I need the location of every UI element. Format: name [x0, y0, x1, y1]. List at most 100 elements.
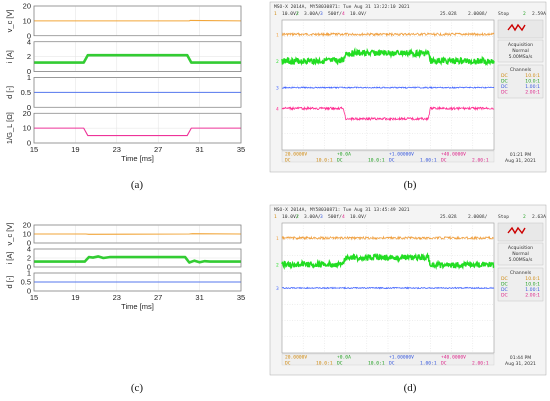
keysight-logo-icon: [507, 23, 526, 32]
scope-footer: [281, 150, 495, 163]
y-tick-label: 10: [23, 16, 31, 25]
caption-c: (c): [131, 382, 144, 394]
x-tick-label: 23: [113, 293, 121, 302]
scope-setting: 10.0V/: [282, 11, 299, 17]
scope-setting: 1: [274, 214, 277, 220]
x-axis-label: Time [ms]: [121, 302, 154, 311]
footer-value: DC: [389, 158, 395, 164]
footer-value: 20.0000V: [285, 152, 307, 158]
series-line: [34, 255, 241, 264]
scope-setting: 500f/: [328, 214, 342, 220]
y-axis-label: i [A]: [5, 50, 14, 63]
x-axis-label: Time [ms]: [121, 154, 154, 163]
subplot-border: [33, 112, 242, 144]
x-tick-label: 27: [154, 293, 162, 302]
acquisition-title: Acquisition: [508, 245, 533, 251]
acquisition-box: [497, 39, 544, 63]
scope-setting: 3.00A/: [304, 11, 321, 17]
channel-coupling: DC: [501, 84, 508, 90]
channel-coupling: DC: [501, 282, 508, 288]
y-tick-label: 20: [23, 2, 31, 11]
y-tick-label: 2: [27, 52, 31, 61]
footer-value: 10.0:1: [368, 361, 385, 367]
channels-box: [497, 267, 544, 302]
footer-value: 10.0:1: [316, 361, 333, 367]
series-line: [34, 233, 242, 235]
footer-value: DC: [337, 158, 343, 164]
y-tick-label: 20: [23, 221, 31, 230]
y-tick-label: 4: [27, 37, 31, 46]
channels-title: Channels: [510, 67, 532, 73]
y-tick-label: 4: [27, 245, 31, 254]
series-line: [34, 127, 241, 137]
acquisition-box: [497, 242, 544, 266]
channels-box: [497, 64, 544, 99]
acquisition-mode: Normal: [512, 251, 529, 257]
scope-setting: 500f/: [328, 11, 342, 17]
footer-value: DC: [441, 158, 447, 164]
caption-b: (b): [404, 179, 417, 191]
scope-time: 01:21 PM: [510, 152, 531, 158]
scope-trace: [281, 31, 495, 38]
scope-trace: [281, 286, 495, 290]
y-axis-label: v_c [V]: [5, 223, 14, 246]
scope-header: MSO-X 2014A, MY58030871: Tue Aug 31 13:2…: [274, 4, 410, 10]
channel-marker: 4: [276, 106, 279, 112]
panel-a-simulation-plot: 0 10 20 v_c [V] 0 2 4 i [A] 0 0.5 1 d [-] 0 10 20 1/G_L…: [5, 2, 245, 164]
y-tick-label: 0: [27, 239, 31, 248]
x-tick-label: 23: [113, 145, 121, 154]
channel-marker: 1: [276, 32, 279, 38]
footer-value: 10.0:1: [368, 158, 385, 164]
y-tick-label: 10: [23, 230, 31, 239]
sample-rate: 5.00MSa/s: [509, 257, 533, 263]
y-tick-label: 0: [27, 263, 31, 272]
scope-date: Aug 31, 2021: [505, 361, 536, 367]
footer-value: 20.0000V: [285, 355, 307, 361]
x-tick-label: 35: [237, 293, 245, 302]
scope-trace: [281, 235, 495, 241]
y-axis-label: d [-]: [5, 276, 14, 289]
keysight-logo-icon: [507, 226, 526, 235]
scope-setting: 2: [296, 214, 299, 220]
scope-setting: 2: [523, 214, 526, 220]
y-tick-label: 0.5: [21, 88, 31, 97]
sample-rate: 5.00MSa/s: [509, 54, 533, 60]
channel-marker: 3: [276, 86, 279, 92]
scope-trace: [281, 252, 495, 270]
scope-setting: Stop: [498, 11, 509, 17]
footer-value: +40.0000V: [441, 355, 466, 361]
channel-probe-ratio: 1.00:1: [525, 287, 540, 293]
scope-setting: 3.00A/: [304, 214, 321, 220]
x-tick-label: 19: [71, 293, 79, 302]
footer-value: 2.00:1: [472, 158, 489, 164]
footer-value: 1.00:1: [420, 361, 437, 367]
footer-value: DC: [285, 158, 291, 164]
x-tick-label: 31: [195, 145, 203, 154]
scope-setting: 3: [320, 11, 323, 17]
footer-value: DC: [441, 361, 447, 367]
x-tick-label: 35: [237, 145, 245, 154]
scope-setting: 4: [342, 214, 345, 220]
y-tick-label: 2: [27, 254, 31, 263]
y-axis-label: 1/G_L [Ω]: [5, 112, 14, 144]
y-tick-label: 1: [27, 269, 31, 278]
y-tick-label: 0.5: [21, 278, 31, 287]
subplot-border: [33, 5, 242, 37]
scope-setting: 2.63A: [532, 214, 546, 220]
series-line: [34, 53, 241, 64]
channel-marker: 2: [276, 263, 279, 269]
subplot-border: [33, 224, 242, 244]
channels-title: Channels: [510, 270, 532, 276]
channel-coupling: DC: [501, 73, 508, 79]
channel-probe-ratio: 10.0:1: [525, 79, 540, 85]
scope-setting: 2.000ß/: [468, 214, 488, 220]
acquisition-title: Acquisition: [508, 42, 533, 48]
y-axis-label: i [A]: [5, 252, 14, 265]
channel-probe-ratio: 2.00:1: [525, 90, 540, 96]
footer-value: DC: [337, 361, 343, 367]
subplot-border: [33, 41, 242, 72]
y-tick-label: 20: [23, 109, 31, 118]
scope-setting: 25.02ß: [440, 11, 457, 17]
